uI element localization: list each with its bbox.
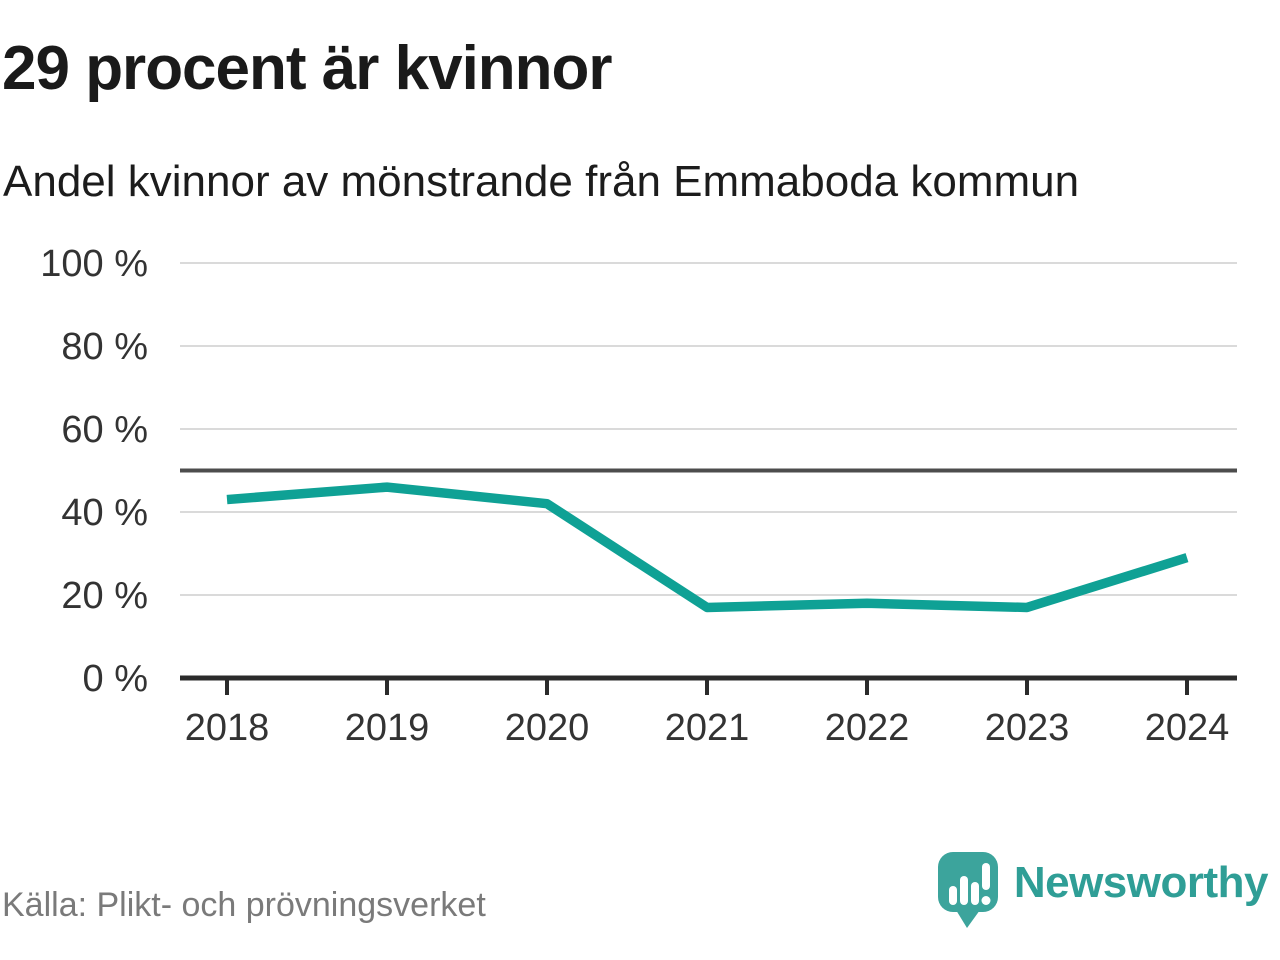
y-tick-label: 40 % bbox=[61, 492, 148, 534]
x-tick-label: 2023 bbox=[985, 707, 1070, 749]
y-tick-label: 0 % bbox=[83, 658, 148, 700]
chart-subtitle: Andel kvinnor av mönstrande från Emmabod… bbox=[3, 157, 1080, 206]
chart-title: 29 procent är kvinnor bbox=[2, 34, 613, 103]
source-note: Källa: Plikt- och prövningsverket bbox=[2, 886, 486, 924]
x-tick-label: 2019 bbox=[345, 707, 430, 749]
x-tick-label: 2021 bbox=[665, 707, 750, 749]
brand-name: Newsworthy bbox=[1013, 858, 1269, 907]
newsworthy-logo-icon bbox=[937, 852, 998, 928]
y-tick-label: 20 % bbox=[61, 575, 148, 617]
data-line bbox=[226, 482, 1189, 613]
brand-lockup: Newsworthy bbox=[935, 852, 1269, 928]
x-tick-label: 2018 bbox=[185, 707, 270, 749]
y-tick-label: 60 % bbox=[61, 409, 148, 451]
y-tick-label: 80 % bbox=[61, 326, 148, 368]
y-tick-label: 100 % bbox=[40, 243, 148, 285]
x-tick-label: 2022 bbox=[825, 707, 910, 749]
line-chart: 2018 2019 2020 2021 2022 2023 2024 0 % 20 % 40 % 6… bbox=[40, 243, 1237, 749]
x-tick-label: 2020 bbox=[505, 707, 590, 749]
x-tick-label: 2024 bbox=[1145, 707, 1230, 749]
